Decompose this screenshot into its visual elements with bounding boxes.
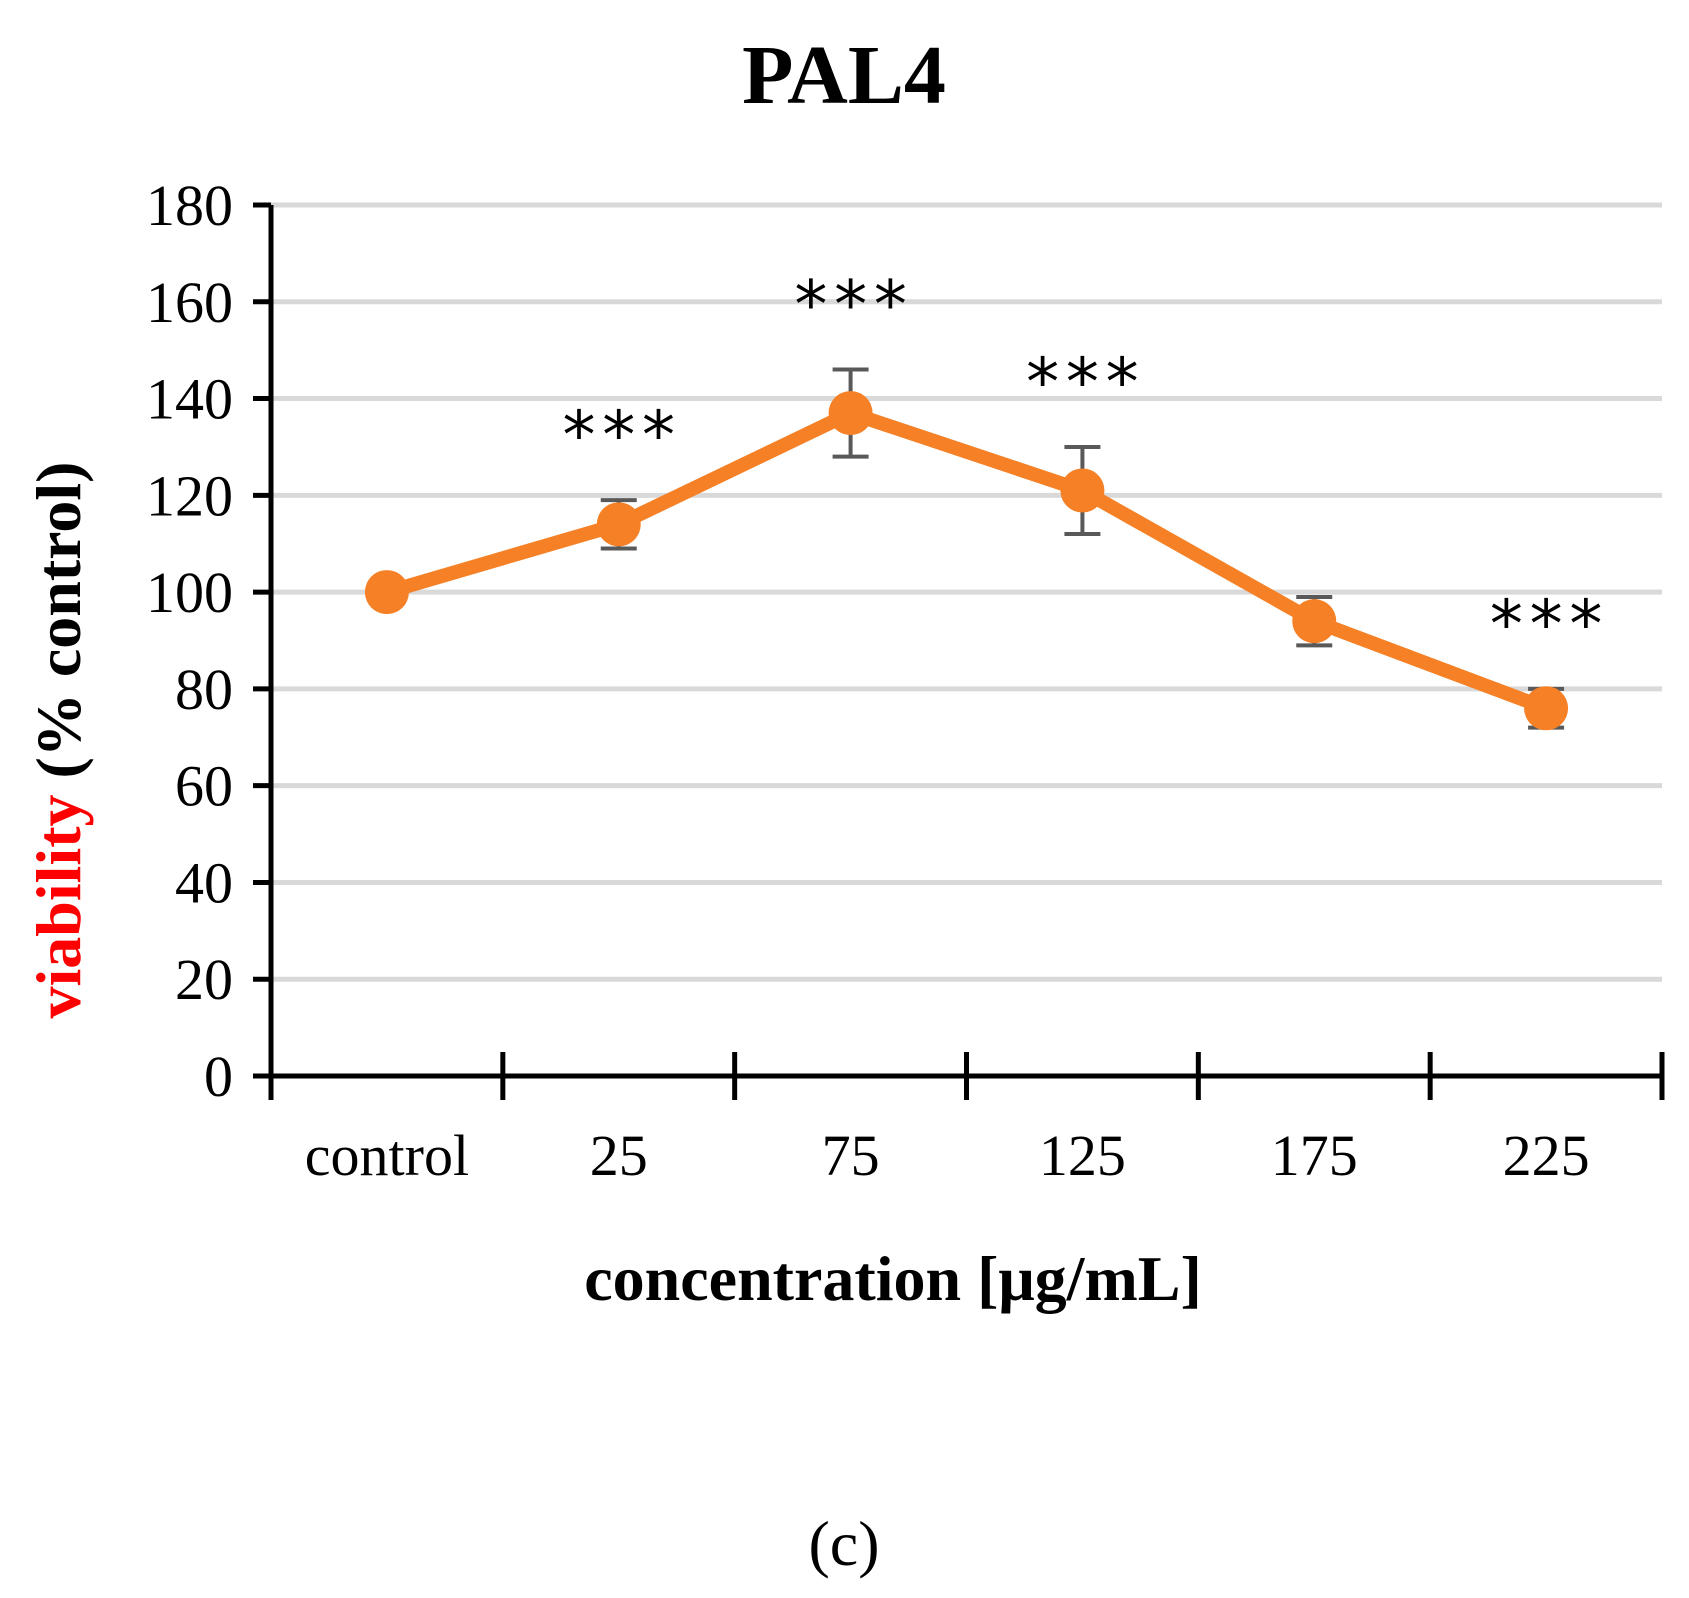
- y-tick-label: 40: [175, 850, 233, 915]
- x-tick-label: 225: [1503, 1123, 1590, 1188]
- data-point: [1292, 599, 1337, 644]
- y-axis-ticks: 0 20 40 60 80 100 120 140 160 180: [146, 173, 271, 1109]
- x-tick-label: control: [305, 1123, 469, 1188]
- y-axis-label-part-viability: viability: [23, 794, 94, 1018]
- y-tick-label: 60: [175, 754, 233, 819]
- data-point: [1524, 686, 1569, 731]
- x-axis-label: concentration [μg/mL]: [584, 1243, 1202, 1314]
- significance-annotation: ***: [791, 267, 910, 344]
- significance-annotation: ***: [1023, 344, 1142, 421]
- y-axis-label-part-unit: (% control): [23, 462, 94, 795]
- y-tick-label: 0: [204, 1044, 233, 1109]
- y-axis-label: viability (% control): [23, 462, 94, 1019]
- x-tick-label: 25: [590, 1123, 648, 1188]
- y-tick-label: 100: [146, 560, 233, 625]
- data-point: [364, 570, 409, 615]
- y-tick-label: 80: [175, 657, 233, 722]
- x-tick-label: 75: [822, 1123, 880, 1188]
- annotations-group: *** *** *** ***: [559, 267, 1606, 663]
- data-point: [1060, 468, 1105, 513]
- significance-annotation: ***: [1486, 586, 1605, 663]
- y-tick-label: 20: [175, 947, 233, 1012]
- series-line: [384, 406, 1549, 715]
- y-tick-label: 160: [146, 270, 233, 335]
- data-point: [828, 391, 873, 436]
- chart-title: PAL4: [742, 29, 946, 122]
- y-tick-label: 140: [146, 367, 233, 432]
- panel-label: (c): [808, 1508, 879, 1579]
- data-point: [596, 502, 641, 547]
- x-tick-label: 125: [1039, 1123, 1126, 1188]
- series-group: [364, 367, 1569, 731]
- y-tick-label: 120: [146, 463, 233, 528]
- x-axis-ticks: control 25 75 125 175 225: [305, 1052, 1665, 1188]
- gridlines: [271, 202, 1662, 982]
- x-tick-label: 175: [1271, 1123, 1358, 1188]
- y-tick-label: 180: [146, 173, 233, 238]
- significance-annotation: ***: [559, 397, 678, 474]
